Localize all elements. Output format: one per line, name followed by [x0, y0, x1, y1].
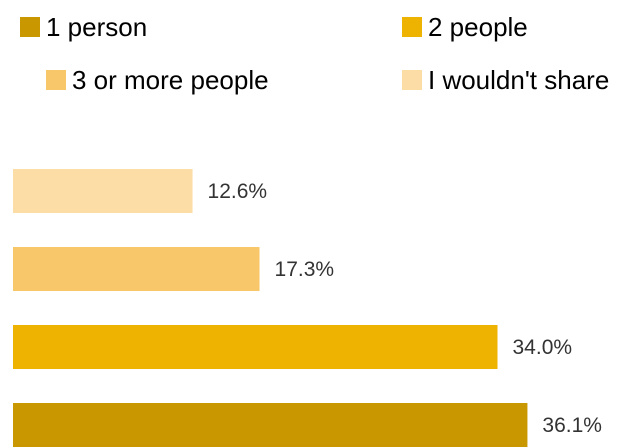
legend-item-3-or-more-people: 3 or more people	[46, 65, 269, 95]
legend-item-2-people: 2 people	[402, 12, 528, 42]
bar-i-wouldn-t-share	[13, 169, 193, 213]
chart-legend: 1 person 2 people 3 or more people I wou…	[0, 0, 643, 110]
data-label-1-person: 36.1%	[542, 414, 602, 437]
bar-3-or-more-people	[13, 247, 260, 291]
data-label-i-wouldn-t-share: 12.6%	[208, 180, 268, 203]
bar-2-people	[13, 325, 498, 369]
legend-item-i-wouldnt-share: I wouldn't share	[402, 65, 609, 95]
legend-swatch-2-people	[402, 17, 422, 37]
legend-label-1-person: 1 person	[46, 12, 148, 42]
legend-label-i-wouldnt-share: I wouldn't share	[428, 65, 610, 95]
data-label-2-people: 34.0%	[513, 336, 573, 359]
legend-swatch-1-person	[20, 17, 40, 37]
legend-label-2-people: 2 people	[428, 12, 528, 42]
legend-item-1-person: 1 person	[20, 12, 147, 42]
legend-label-3-or-more-people: 3 or more people	[72, 65, 269, 95]
bar-1-person	[13, 403, 528, 447]
data-label-3-or-more-people: 17.3%	[275, 258, 335, 281]
legend-swatch-i-wouldnt-share	[402, 70, 422, 90]
legend-swatch-3-or-more-people	[46, 70, 66, 90]
